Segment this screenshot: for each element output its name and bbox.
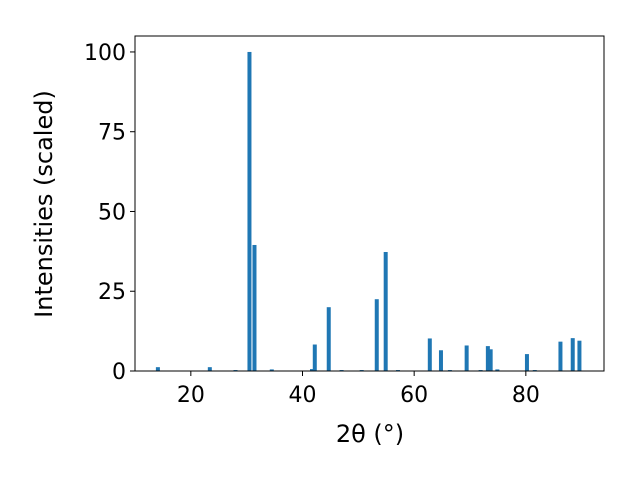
bar [570,338,575,371]
bar [438,350,443,371]
bar [495,369,500,371]
y-tick-label: 0 [112,360,126,385]
bar [485,346,490,371]
bar [326,307,331,371]
bar [374,299,379,371]
bar [488,349,493,371]
x-tick-label: 80 [512,383,540,408]
bar [207,367,212,371]
x-tick-label: 20 [177,383,205,408]
y-tick-label: 25 [98,280,126,305]
bar [252,244,257,371]
bar [155,367,160,371]
bar [427,338,432,371]
bar [464,345,469,371]
bar [309,369,314,371]
y-tick-label: 75 [98,121,126,146]
x-tick-label: 40 [289,383,317,408]
y-tick-label: 50 [98,200,126,225]
bar [577,340,582,371]
bar [524,354,529,371]
x-axis-label: 2θ (°) [336,420,404,448]
bar [269,369,274,371]
y-tick-label: 100 [84,41,126,66]
bar [312,344,317,371]
bar [558,341,563,371]
bar [247,51,252,371]
bar [383,251,388,371]
x-tick-label: 60 [400,383,428,408]
plot-frame [134,35,605,372]
y-axis-label: Intensities (scaled) [30,90,58,318]
